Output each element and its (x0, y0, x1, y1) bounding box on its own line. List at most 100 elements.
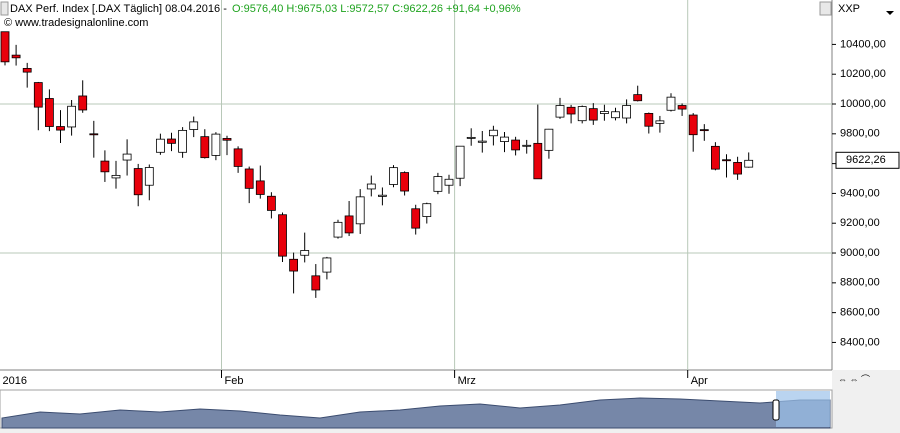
navigator-handle[interactable] (772, 399, 780, 421)
menu-button[interactable] (0, 1, 9, 16)
candle-body (144, 167, 154, 186)
candle-body (477, 140, 487, 143)
navigator-window[interactable] (776, 391, 830, 427)
x-tick-label: Mrz (458, 375, 476, 387)
candle-body (155, 138, 165, 153)
navigator-area (1, 397, 831, 429)
candle-body (655, 120, 665, 124)
candle-body (122, 153, 132, 161)
candle-body (311, 275, 321, 291)
candle-body (377, 194, 387, 197)
candle-body (289, 258, 299, 272)
last-price-label: 9622,26 (846, 154, 886, 166)
candle-body (444, 178, 454, 186)
candle-body (633, 94, 643, 102)
candle-body (100, 160, 110, 173)
candle-body (211, 133, 221, 156)
close-button[interactable] (819, 1, 832, 16)
quote: O:9576,40 H:9675,03 L:9572,57 C:9622,26 … (232, 3, 521, 15)
candle-body (744, 159, 754, 168)
candle-body (722, 159, 731, 162)
copyright: © www.tradesignalonline.com (4, 17, 148, 29)
candle-body (433, 176, 443, 192)
y-tick-label: 8600,00 (840, 307, 880, 319)
candle-body (167, 138, 176, 144)
candle-body (67, 105, 76, 128)
candle-body (699, 129, 709, 132)
y-tick-label: 10200,00 (840, 68, 886, 80)
candle-body (466, 136, 476, 139)
candle-body (133, 168, 143, 196)
candle-body (355, 196, 365, 225)
zoom-buttons[interactable]: ⇔ ⇔ ⌒ (838, 374, 870, 384)
candle-body (555, 105, 565, 118)
candle-body (78, 95, 88, 111)
candle-body (533, 142, 543, 180)
candle-body (45, 98, 54, 127)
candle-body (333, 221, 343, 238)
candle-body (300, 250, 310, 256)
candle-body (366, 183, 376, 190)
candle-body (566, 106, 576, 115)
plot-area (0, 0, 832, 370)
candle-body (544, 128, 554, 151)
candle-body (56, 126, 65, 131)
candle-body (411, 208, 421, 229)
candle-body (222, 138, 232, 141)
candle-body (600, 111, 609, 114)
price-axis (832, 0, 900, 370)
y-tick-label: 9200,00 (840, 217, 880, 229)
candle-body (178, 129, 188, 153)
candle-body (644, 112, 654, 127)
candle-body (666, 96, 676, 111)
y-tick-label: 9400,00 (840, 187, 880, 199)
candle-body (677, 105, 687, 110)
candle-body (200, 136, 210, 159)
candle-body (22, 67, 32, 73)
chart-title: DAX Perf. Index [.DAX Täglich] 08.04.201… (10, 3, 227, 15)
x-tick-label: 2016 (3, 375, 27, 387)
y-tick-label: 8800,00 (840, 277, 880, 289)
candle-body (733, 162, 742, 175)
candle-body (622, 105, 631, 119)
candle-body (588, 108, 598, 121)
candle-body (255, 180, 265, 195)
y-tick-label: 10000,00 (840, 98, 886, 110)
y-tick-label: 10400,00 (840, 38, 886, 50)
y-tick-label: 9000,00 (840, 247, 880, 259)
candle-body (488, 129, 498, 137)
dropdown-icon (886, 11, 894, 15)
candle-body (344, 215, 354, 234)
y-tick-label: 8400,00 (840, 336, 880, 348)
candle-body (389, 167, 398, 185)
candle-body (278, 214, 287, 257)
candle-body (233, 148, 243, 167)
y-tick-label: 9800,00 (840, 128, 880, 140)
last-price-box (835, 151, 900, 169)
candle-body (577, 106, 587, 122)
candle-body (511, 139, 521, 151)
candle-body (400, 172, 410, 192)
candle-body (455, 145, 465, 179)
candle-body (688, 114, 698, 136)
candle-body (11, 54, 21, 59)
time-axis (0, 370, 832, 390)
x-tick-label: Feb (225, 375, 244, 387)
x-tick-label: Apr (691, 375, 708, 387)
candle-body (0, 31, 10, 63)
candle-body (500, 136, 509, 142)
candle-body (322, 257, 332, 273)
candle-body (111, 174, 121, 179)
candle-body (189, 121, 199, 130)
candle-body (33, 82, 43, 108)
candle-body (89, 133, 99, 136)
candle-body (522, 144, 532, 147)
candle-body (422, 203, 432, 217)
candle-body (266, 195, 276, 211)
candle-body (244, 168, 254, 189)
candle-body (611, 111, 620, 119)
candle-body (711, 145, 720, 170)
symbol: XXP (838, 3, 860, 15)
